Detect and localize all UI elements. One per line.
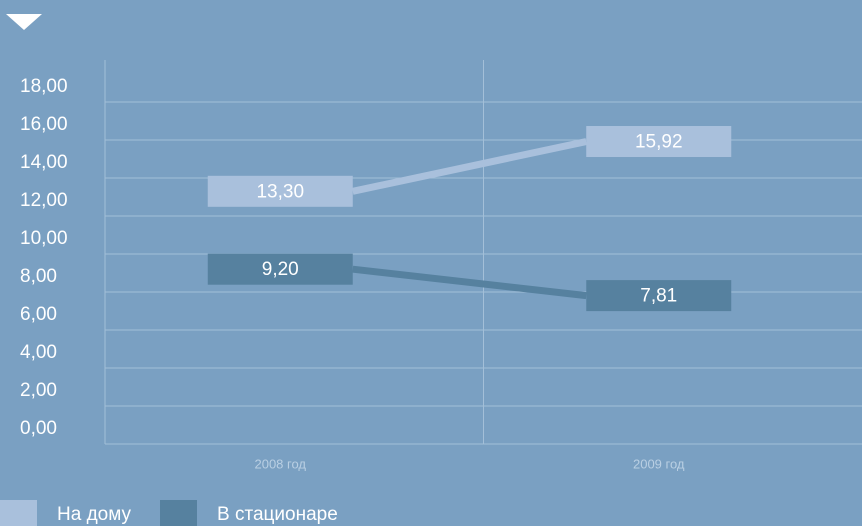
series-line [352, 138, 587, 195]
legend-swatch [160, 500, 197, 526]
x-tick-label: 2009 год [633, 456, 685, 471]
legend-label: На дому [57, 504, 131, 525]
legend-swatch [0, 500, 37, 526]
value-box [207, 175, 353, 207]
data-label: 15,92 [635, 132, 683, 153]
y-tick-label: 8,00 [20, 266, 57, 287]
data-label: 13,30 [256, 181, 304, 202]
y-tick-label: 0,00 [20, 418, 57, 439]
y-tick-label: 2,00 [20, 380, 57, 401]
legend-label: В стационаре [217, 504, 338, 525]
y-tick-label: 10,00 [20, 228, 68, 249]
value-box [586, 126, 732, 158]
x-tick-label: 2008 год [254, 456, 306, 471]
y-tick-label: 12,00 [20, 190, 68, 211]
data-label: 9,20 [262, 259, 299, 280]
collapse-toggle[interactable] [6, 14, 42, 30]
y-tick-label: 14,00 [20, 152, 68, 173]
y-tick-label: 18,00 [20, 76, 68, 97]
y-tick-label: 6,00 [20, 304, 57, 325]
data-label: 7,81 [640, 286, 677, 307]
value-box [207, 253, 353, 285]
value-box [586, 280, 732, 312]
y-tick-label: 4,00 [20, 342, 57, 363]
series-line [352, 265, 587, 300]
y-tick-label: 16,00 [20, 114, 68, 135]
